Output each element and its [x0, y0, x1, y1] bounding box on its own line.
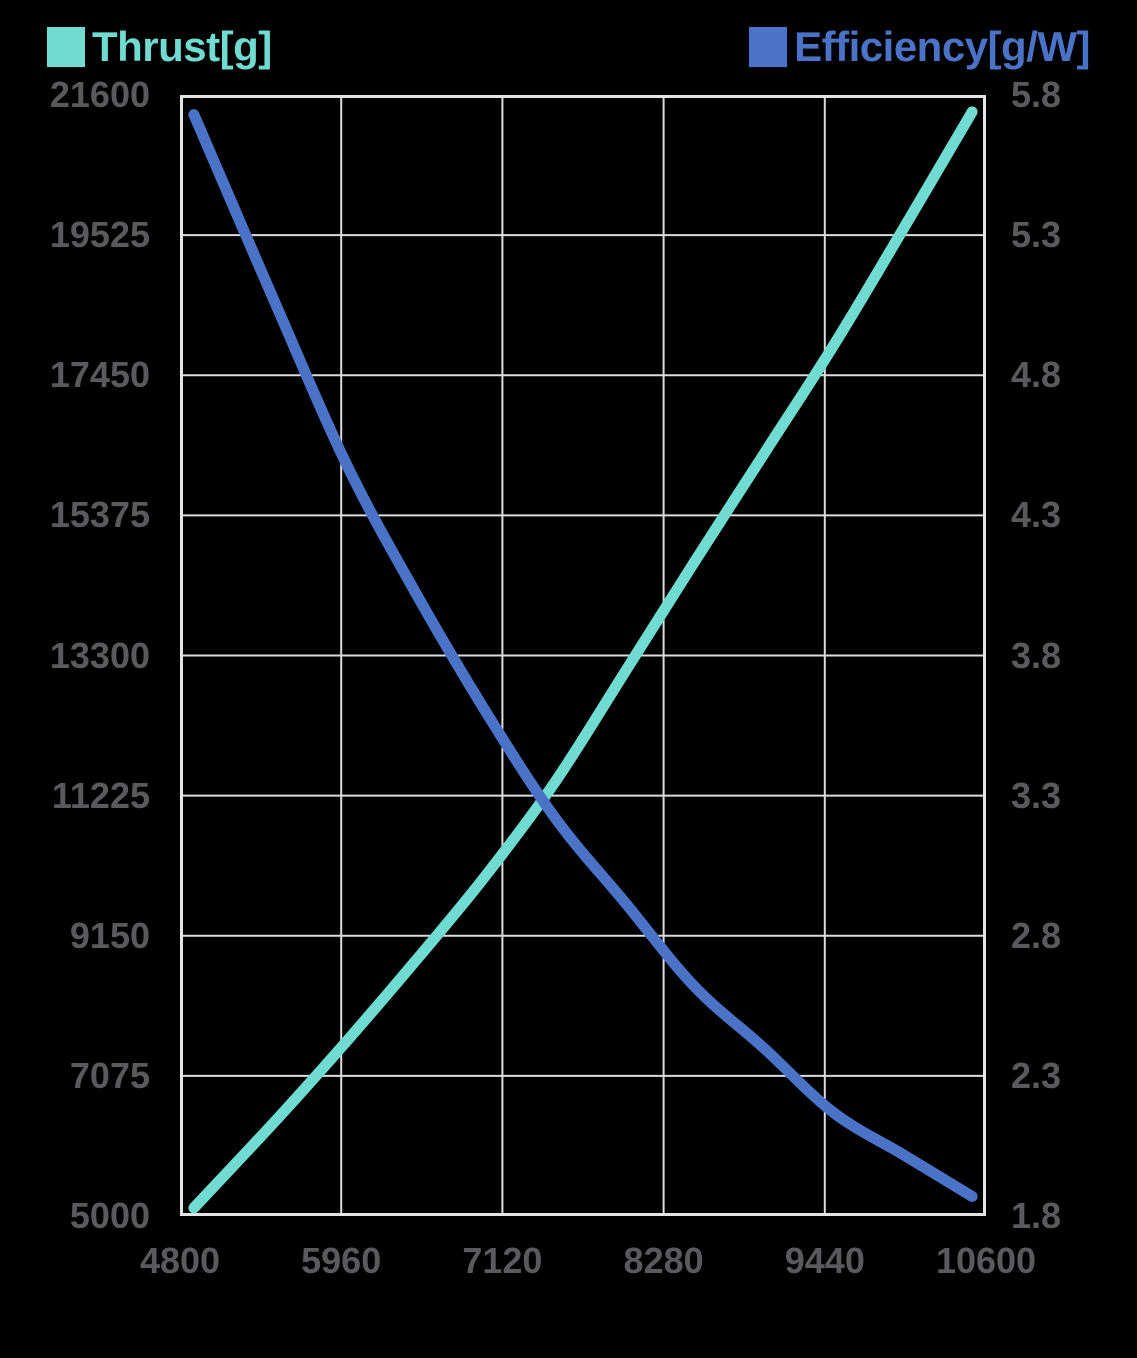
- right-tick-label: 3.8: [1011, 634, 1062, 676]
- right-tick-label: 1.8: [1011, 1195, 1062, 1236]
- right-tick-label: 2.8: [1011, 914, 1062, 956]
- left-tick-label: 7075: [69, 1054, 150, 1096]
- left-tick-label: 5000: [69, 1195, 150, 1236]
- plot-border: [180, 95, 986, 1216]
- left-tick-label: 11225: [51, 774, 150, 816]
- thrust-swatch-icon: [47, 27, 85, 67]
- left-tick-label: 9150: [69, 914, 150, 956]
- right-tick-label: 5.8: [1011, 74, 1062, 115]
- x-axis: 4800 5960 7120 8280 9440 10600: [0, 1243, 1137, 1303]
- plot-area: [180, 95, 986, 1216]
- left-tick-label: 17450: [49, 354, 150, 396]
- right-tick-label: 4.3: [1011, 494, 1062, 536]
- efficiency-legend-label: Efficiency[g/W]: [794, 23, 1090, 70]
- x-tick-label: 7120: [462, 1240, 543, 1281]
- right-tick-label: 3.3: [1011, 774, 1062, 816]
- legend-efficiency: Efficiency[g/W]: [749, 26, 1090, 68]
- x-tick-label: 5960: [301, 1240, 382, 1281]
- x-tick-label: 4800: [139, 1240, 221, 1281]
- left-tick-label: 19525: [49, 214, 150, 256]
- left-tick-label: 15375: [49, 494, 150, 536]
- x-tick-label: 9440: [784, 1240, 865, 1281]
- x-tick-label: 10600: [935, 1240, 1037, 1281]
- thrust-legend-label: Thrust[g]: [92, 23, 272, 70]
- legend-thrust: Thrust[g]: [47, 26, 272, 68]
- efficiency-swatch-icon: [749, 27, 788, 67]
- left-axis: 21600 19525 17450 15375 13300 11225 9150 7075 50…: [0, 0, 152, 1358]
- efficiency-line: [188, 109, 978, 1202]
- left-tick-label: 21600: [49, 74, 150, 115]
- right-tick-label: 2.3: [1011, 1054, 1062, 1096]
- right-tick-label: 4.8: [1011, 354, 1062, 396]
- left-tick-label: 13300: [49, 634, 150, 676]
- right-axis: 5.8 5.3 4.8 4.3 3.8 3.3 2.8 2.3 1.8: [1011, 0, 1137, 1358]
- thrust-line: [188, 106, 978, 1214]
- right-tick-label: 5.3: [1011, 214, 1062, 256]
- x-tick-label: 8280: [623, 1240, 704, 1281]
- chart-svg: [180, 95, 986, 1216]
